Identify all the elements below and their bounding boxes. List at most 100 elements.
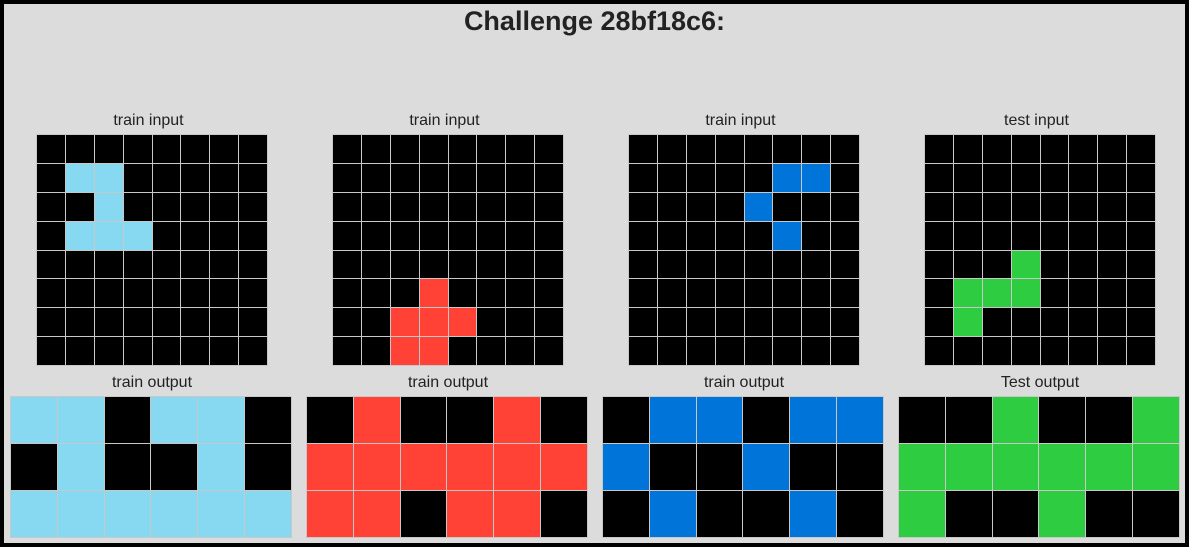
grid-cell	[210, 308, 239, 337]
grid-cell	[535, 221, 563, 250]
grid-cell	[1069, 250, 1098, 279]
grid-cell	[982, 279, 1011, 308]
grid-cell	[152, 192, 181, 221]
grid-cell	[744, 163, 773, 192]
grid-cell	[245, 491, 291, 537]
grid-cell	[657, 250, 686, 279]
grid-cell	[657, 221, 686, 250]
grid-cell	[773, 163, 802, 192]
grid-cell	[390, 135, 419, 163]
grid-cell	[773, 192, 802, 221]
grid-cell	[715, 250, 744, 279]
grid-cell	[744, 308, 773, 337]
grid-cell	[1069, 163, 1098, 192]
grid-cell	[419, 337, 448, 365]
grid-cell	[982, 337, 1011, 365]
grid-cell	[1069, 221, 1098, 250]
grid-cell	[831, 221, 859, 250]
grid-cell	[1127, 279, 1155, 308]
grid-cell	[448, 192, 477, 221]
grid-cell	[506, 337, 535, 365]
grid-cell	[541, 397, 587, 443]
grid-cell	[649, 491, 696, 537]
grid-cell	[151, 491, 198, 537]
grid-cell	[657, 135, 686, 163]
grid-cell	[152, 337, 181, 365]
grid-cell	[390, 192, 419, 221]
grid-cell	[361, 163, 390, 192]
grid-cell	[982, 221, 1011, 250]
grid-cell	[419, 308, 448, 337]
grid-cell	[1098, 279, 1127, 308]
grid-cell	[802, 337, 831, 365]
grid-cell	[37, 163, 65, 192]
grid-cell	[57, 397, 104, 443]
grid-cell	[477, 250, 506, 279]
grid-cell	[447, 444, 494, 490]
grid-cell	[1098, 308, 1127, 337]
grid-cell	[419, 135, 448, 163]
grid-cell	[1040, 279, 1069, 308]
grid-cell	[1127, 135, 1155, 163]
grid-cell	[37, 192, 65, 221]
grid-cell	[245, 444, 291, 490]
grid-cell	[333, 337, 361, 365]
grid-cell	[603, 491, 649, 537]
grid-cell	[831, 192, 859, 221]
grid-cell	[802, 163, 831, 192]
grid-cell	[696, 491, 743, 537]
grid-cell	[831, 337, 859, 365]
grid-cell	[1039, 491, 1086, 537]
grid-cell	[925, 192, 953, 221]
grid-cell	[1011, 135, 1040, 163]
grid-cell	[953, 250, 982, 279]
grid-cell	[506, 221, 535, 250]
grid-cell	[992, 397, 1039, 443]
grid-cell	[629, 250, 657, 279]
grid-cell	[686, 192, 715, 221]
grid-cell	[925, 279, 953, 308]
train-input-panel-3: train input	[624, 112, 860, 366]
grid-cell	[198, 444, 245, 490]
grid-cell	[94, 221, 123, 250]
grid-cell	[477, 135, 506, 163]
grid-cell	[210, 163, 239, 192]
grid-cell	[1098, 221, 1127, 250]
grid-cell	[953, 308, 982, 337]
panel-label: train output	[111, 374, 193, 391]
grid-cell	[94, 163, 123, 192]
grid-cell	[361, 135, 390, 163]
grid-cell	[447, 491, 494, 537]
grid-cell	[715, 163, 744, 192]
grid-cell	[1098, 250, 1127, 279]
grid-cell	[1039, 397, 1086, 443]
grid-cell	[629, 308, 657, 337]
grid-cell	[629, 163, 657, 192]
grid-cell	[925, 163, 953, 192]
grid-cell	[94, 279, 123, 308]
grid-cell	[210, 250, 239, 279]
grid-cell	[11, 397, 57, 443]
grid-cell	[945, 397, 992, 443]
grid-cell	[506, 163, 535, 192]
grid-cell	[1011, 337, 1040, 365]
grid-cell	[181, 163, 210, 192]
grid-cell	[353, 444, 400, 490]
grid-cell	[541, 444, 587, 490]
grid-cell	[837, 491, 883, 537]
grid-cell	[361, 221, 390, 250]
grid-cell	[65, 192, 94, 221]
grid-cell	[1069, 192, 1098, 221]
grid-cell	[65, 163, 94, 192]
grid-cell	[151, 397, 198, 443]
grid-cell	[419, 279, 448, 308]
panel-label: train output	[407, 374, 489, 391]
grid-cell	[982, 135, 1011, 163]
grid-cell	[773, 221, 802, 250]
grid-cell	[925, 337, 953, 365]
grid-cell	[1069, 279, 1098, 308]
panel-label: train input	[113, 112, 184, 129]
grid-cell	[181, 279, 210, 308]
grid-cell	[831, 163, 859, 192]
grid-cell	[535, 279, 563, 308]
